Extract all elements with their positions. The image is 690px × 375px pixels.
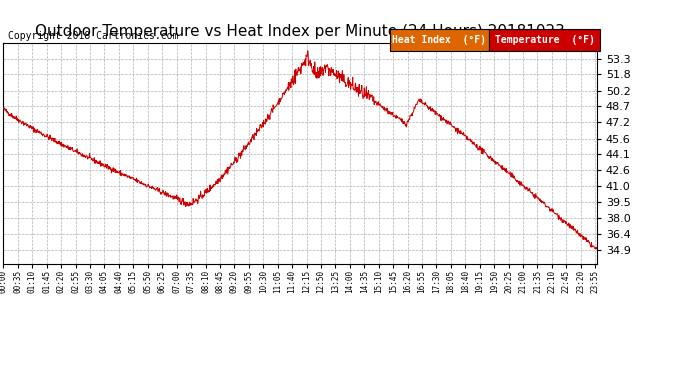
- Text: Copyright 2018 Cartronics.com: Copyright 2018 Cartronics.com: [8, 32, 179, 41]
- Bar: [489, 29, 600, 51]
- Text: Heat Index  (°F): Heat Index (°F): [393, 35, 486, 45]
- Text: Temperature  (°F): Temperature (°F): [495, 35, 595, 45]
- Bar: [390, 29, 489, 51]
- Title: Outdoor Temperature vs Heat Index per Minute (24 Hours) 20181023: Outdoor Temperature vs Heat Index per Mi…: [35, 24, 565, 39]
